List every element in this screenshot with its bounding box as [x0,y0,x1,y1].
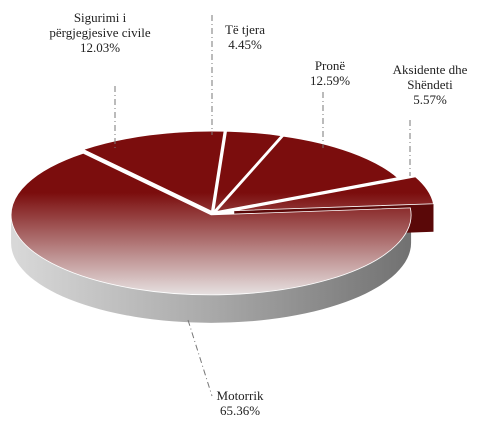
data-label: Pronë 12.59% [290,58,370,88]
leader-line [187,319,213,397]
category-label: Aksidente dhe Shëndeti [392,62,468,92]
value-label: 5.57% [413,92,447,107]
slice [215,135,399,213]
value-label: 65.36% [219,403,261,418]
category-label: Motorrik [216,388,264,403]
slice [234,176,434,212]
slice-side [11,214,412,323]
slice [213,130,282,213]
value-label: 12.59% [309,73,351,88]
category-label: Pronë [314,58,346,73]
data-label: Motorrik 65.36% [190,388,290,418]
value-label: 4.45% [228,37,262,52]
data-label: Të tjera 4.45% [215,22,275,52]
data-label: Aksidente dhe Shëndeti 5.57% [375,62,485,107]
category-label: Të tjera [224,22,266,37]
slice [82,130,225,212]
value-label: 12.03% [79,40,121,55]
category-label: Sigurimi i përgjegjesive civile [49,10,151,40]
slice [10,152,412,296]
data-label: Sigurimi i përgjegjesive civile 12.03% [45,10,155,55]
